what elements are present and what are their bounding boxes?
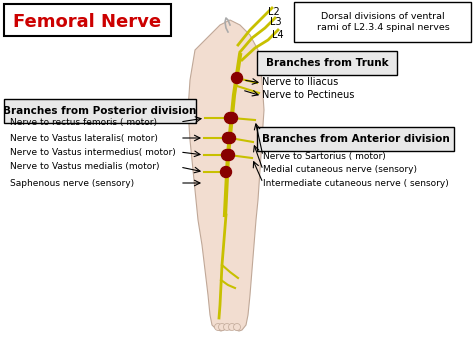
Polygon shape [188, 20, 264, 331]
Text: L2: L2 [268, 7, 280, 17]
Text: Saphenous nerve (sensory): Saphenous nerve (sensory) [10, 179, 134, 187]
Text: Branches from Trunk: Branches from Trunk [266, 58, 388, 68]
Circle shape [227, 113, 237, 123]
FancyBboxPatch shape [257, 51, 397, 75]
FancyBboxPatch shape [294, 2, 471, 42]
Circle shape [234, 324, 240, 331]
Text: Nerve to Pectineus: Nerve to Pectineus [262, 90, 355, 100]
Circle shape [219, 324, 226, 331]
Text: Branches from Posterior division: Branches from Posterior division [3, 106, 197, 116]
Circle shape [224, 150, 235, 160]
Text: Medial cutaneous nerve (sensory): Medial cutaneous nerve (sensory) [263, 165, 417, 175]
Text: Nerve to Vastus medialis (motor): Nerve to Vastus medialis (motor) [10, 162, 159, 172]
Text: Dorsal divisions of ventral
rami of L2.3.4 spinal nerves: Dorsal divisions of ventral rami of L2.3… [317, 12, 449, 32]
Text: L3: L3 [270, 17, 282, 27]
Text: Nerve to rectus femoris ( motor): Nerve to rectus femoris ( motor) [10, 118, 157, 126]
Text: Nerve to Sartorius ( motor): Nerve to Sartorius ( motor) [263, 152, 386, 160]
Circle shape [225, 132, 236, 144]
Circle shape [222, 132, 234, 144]
Text: L4: L4 [272, 30, 283, 40]
Circle shape [228, 324, 236, 331]
Text: Nerve to Vastus intermedius( motor): Nerve to Vastus intermedius( motor) [10, 148, 176, 156]
Circle shape [224, 324, 230, 331]
Circle shape [215, 324, 221, 331]
Text: Nerve to Vastus lateralis( motor): Nerve to Vastus lateralis( motor) [10, 133, 158, 143]
Circle shape [225, 113, 236, 123]
Circle shape [221, 150, 233, 160]
Text: Branches from Anterior division: Branches from Anterior division [262, 134, 450, 144]
Text: Nerve to Iliacus: Nerve to Iliacus [262, 77, 338, 87]
Text: Femoral Nerve: Femoral Nerve [13, 13, 161, 31]
FancyBboxPatch shape [4, 99, 196, 123]
Circle shape [231, 72, 243, 84]
FancyBboxPatch shape [257, 127, 454, 151]
Text: Intermediate cutaneous nerve ( sensory): Intermediate cutaneous nerve ( sensory) [263, 179, 449, 187]
Circle shape [220, 166, 231, 178]
FancyBboxPatch shape [4, 4, 171, 36]
